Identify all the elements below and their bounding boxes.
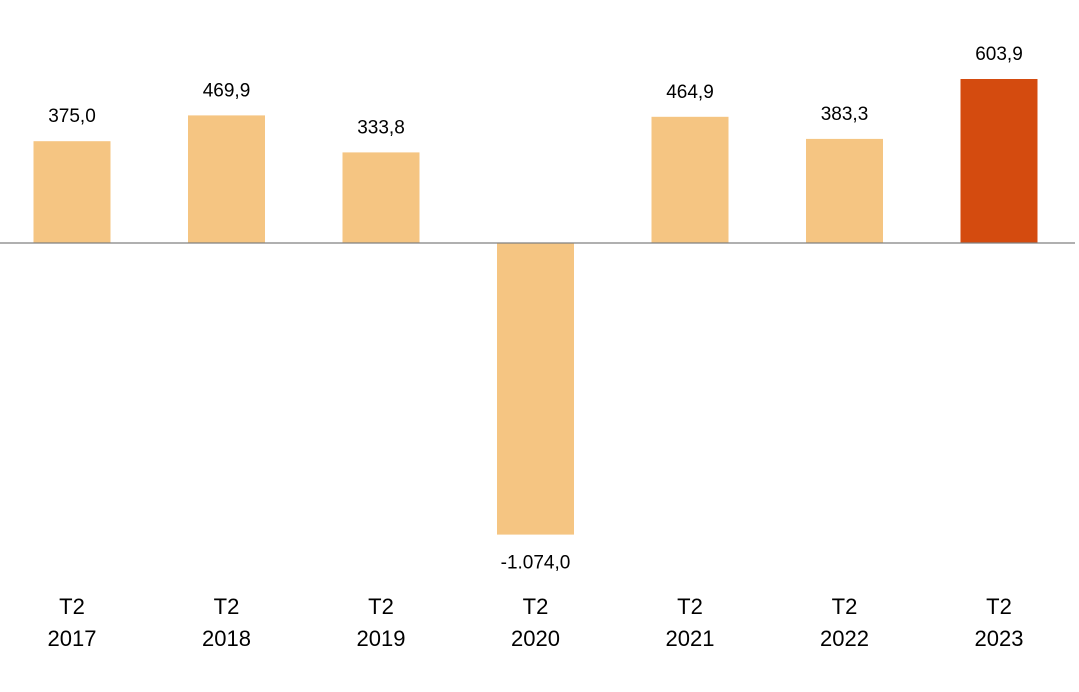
category-label-2019-year: 2019 xyxy=(357,626,406,651)
bars-group xyxy=(33,79,1038,535)
bar-2021 xyxy=(651,116,729,243)
category-label-2019-quarter: T2 xyxy=(368,594,394,619)
category-label-2018-year: 2018 xyxy=(202,626,251,651)
category-label-2017-quarter: T2 xyxy=(59,594,85,619)
category-label-2022-quarter: T2 xyxy=(832,594,858,619)
data-label-2019: 333,8 xyxy=(357,117,405,138)
category-label-2018-quarter: T2 xyxy=(214,594,240,619)
category-label-2021-year: 2021 xyxy=(666,626,715,651)
bar-2019 xyxy=(342,152,420,243)
category-label-2023-year: 2023 xyxy=(975,626,1024,651)
category-label-2021-quarter: T2 xyxy=(677,594,703,619)
category-label-2020-quarter: T2 xyxy=(523,594,549,619)
bar-2023 xyxy=(960,79,1038,243)
data-label-2017: 375,0 xyxy=(48,106,96,127)
data-label-2018: 469,9 xyxy=(203,80,251,101)
data-labels-group: 375,0 469,9 333,8 -1.074,0 464,9 383,3 603,9 xyxy=(48,44,1023,574)
data-label-2022: 383,3 xyxy=(821,104,869,125)
category-label-2017-year: 2017 xyxy=(48,626,97,651)
bar-2017 xyxy=(33,141,111,243)
bar-2022 xyxy=(806,138,883,243)
bar-2020 xyxy=(497,243,574,535)
category-label-2020-year: 2020 xyxy=(511,626,560,651)
category-label-2023-quarter: T2 xyxy=(986,594,1012,619)
bar-2018 xyxy=(188,115,265,243)
data-label-2023: 603,9 xyxy=(975,44,1023,65)
data-label-2021: 464,9 xyxy=(666,82,714,103)
category-labels-group: T2 2017 T2 2018 T2 2019 T2 2020 T2 2021 T2 2022 T2 20… xyxy=(48,594,1024,651)
category-label-2022-year: 2022 xyxy=(820,626,869,651)
data-label-2020: -1.074,0 xyxy=(501,553,571,574)
